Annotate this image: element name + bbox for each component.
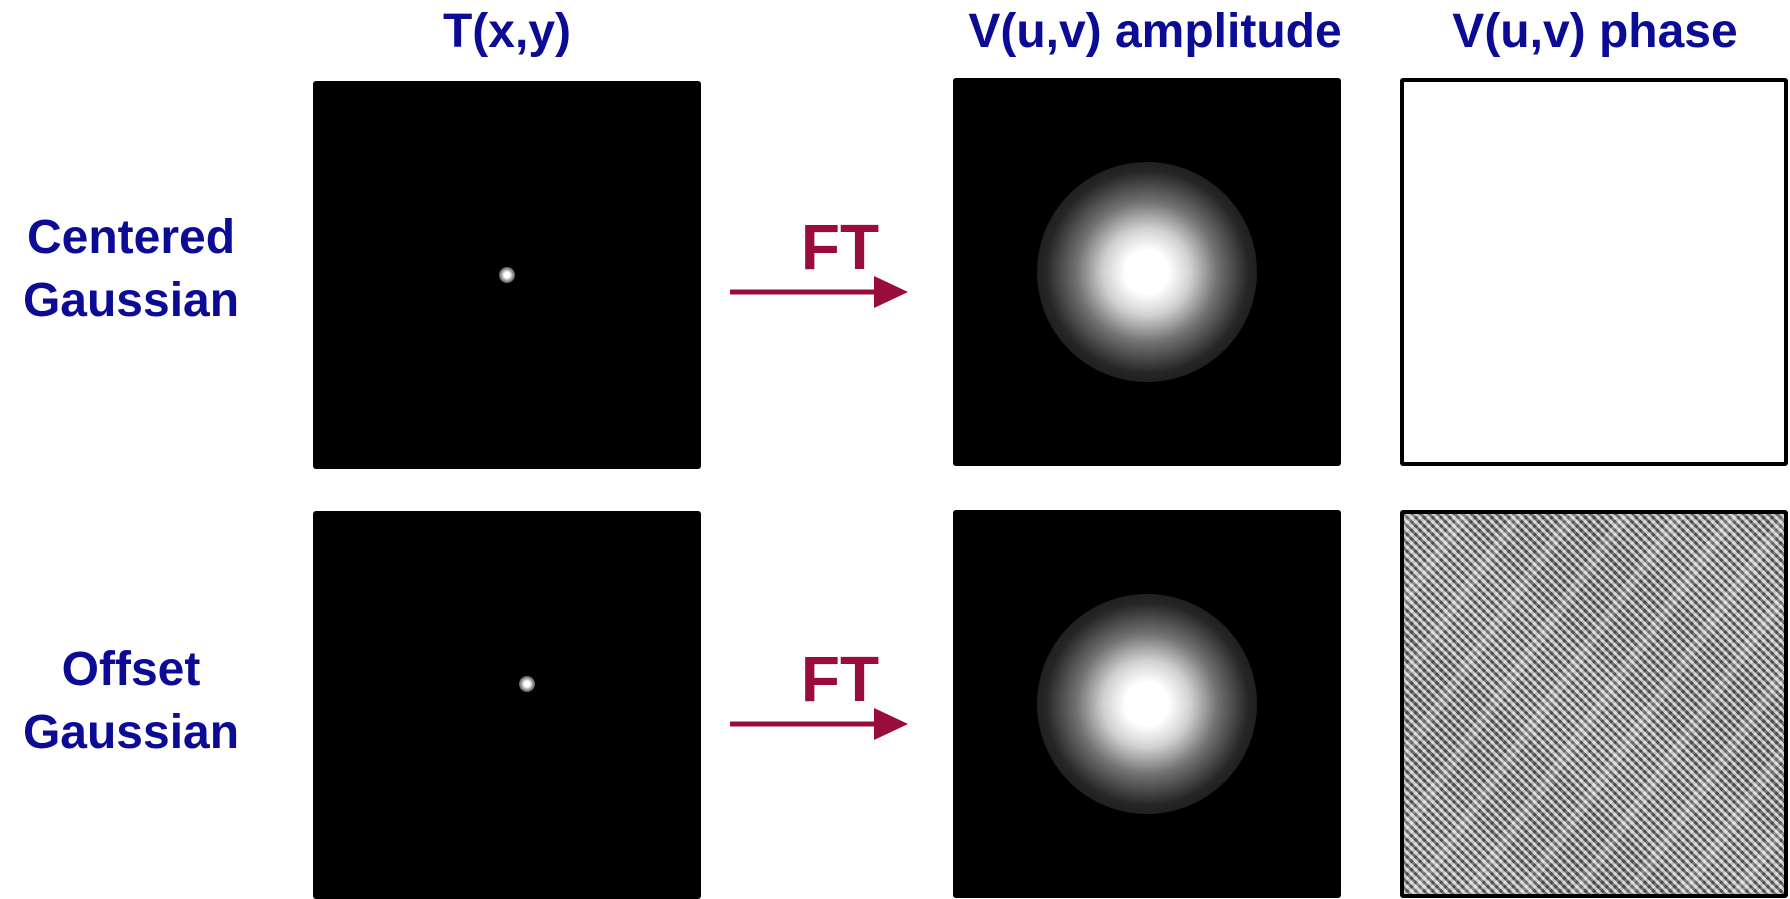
- column-header-source: T(x,y): [442, 5, 571, 58]
- fourier-transform-arrow: FT: [730, 214, 910, 314]
- phase-image-centered: [1400, 78, 1788, 466]
- amplitude-image-centered: [953, 78, 1341, 466]
- fourier-transform-arrow: FT: [730, 646, 910, 746]
- amplitude-image-offset: [953, 510, 1341, 898]
- column-header-phase: V(u,v) phase: [1452, 5, 1738, 58]
- amplitude-gaussian-blob: [1037, 162, 1257, 382]
- gaussian-source-dot: [519, 676, 535, 692]
- row-label-line: Gaussian: [22, 274, 240, 327]
- row-label-centered: Centered Gaussian: [0, 206, 262, 332]
- arrow-icon: [730, 708, 908, 740]
- amplitude-gaussian-blob: [1037, 594, 1257, 814]
- ft-label: FT: [800, 643, 880, 715]
- row-label-line: Gaussian: [22, 706, 240, 759]
- source-image-offset: [313, 511, 701, 899]
- row-label-line: Offset: [61, 643, 201, 696]
- ft-label: FT: [800, 211, 880, 283]
- row-label-line: Centered: [26, 211, 236, 264]
- arrow-icon: [730, 276, 908, 308]
- source-image-centered: [313, 81, 701, 469]
- column-header-amplitude: V(u,v) amplitude: [968, 5, 1342, 58]
- phase-image-offset: [1400, 510, 1788, 898]
- gaussian-source-dot: [499, 267, 515, 283]
- row-label-offset: Offset Gaussian: [0, 638, 262, 764]
